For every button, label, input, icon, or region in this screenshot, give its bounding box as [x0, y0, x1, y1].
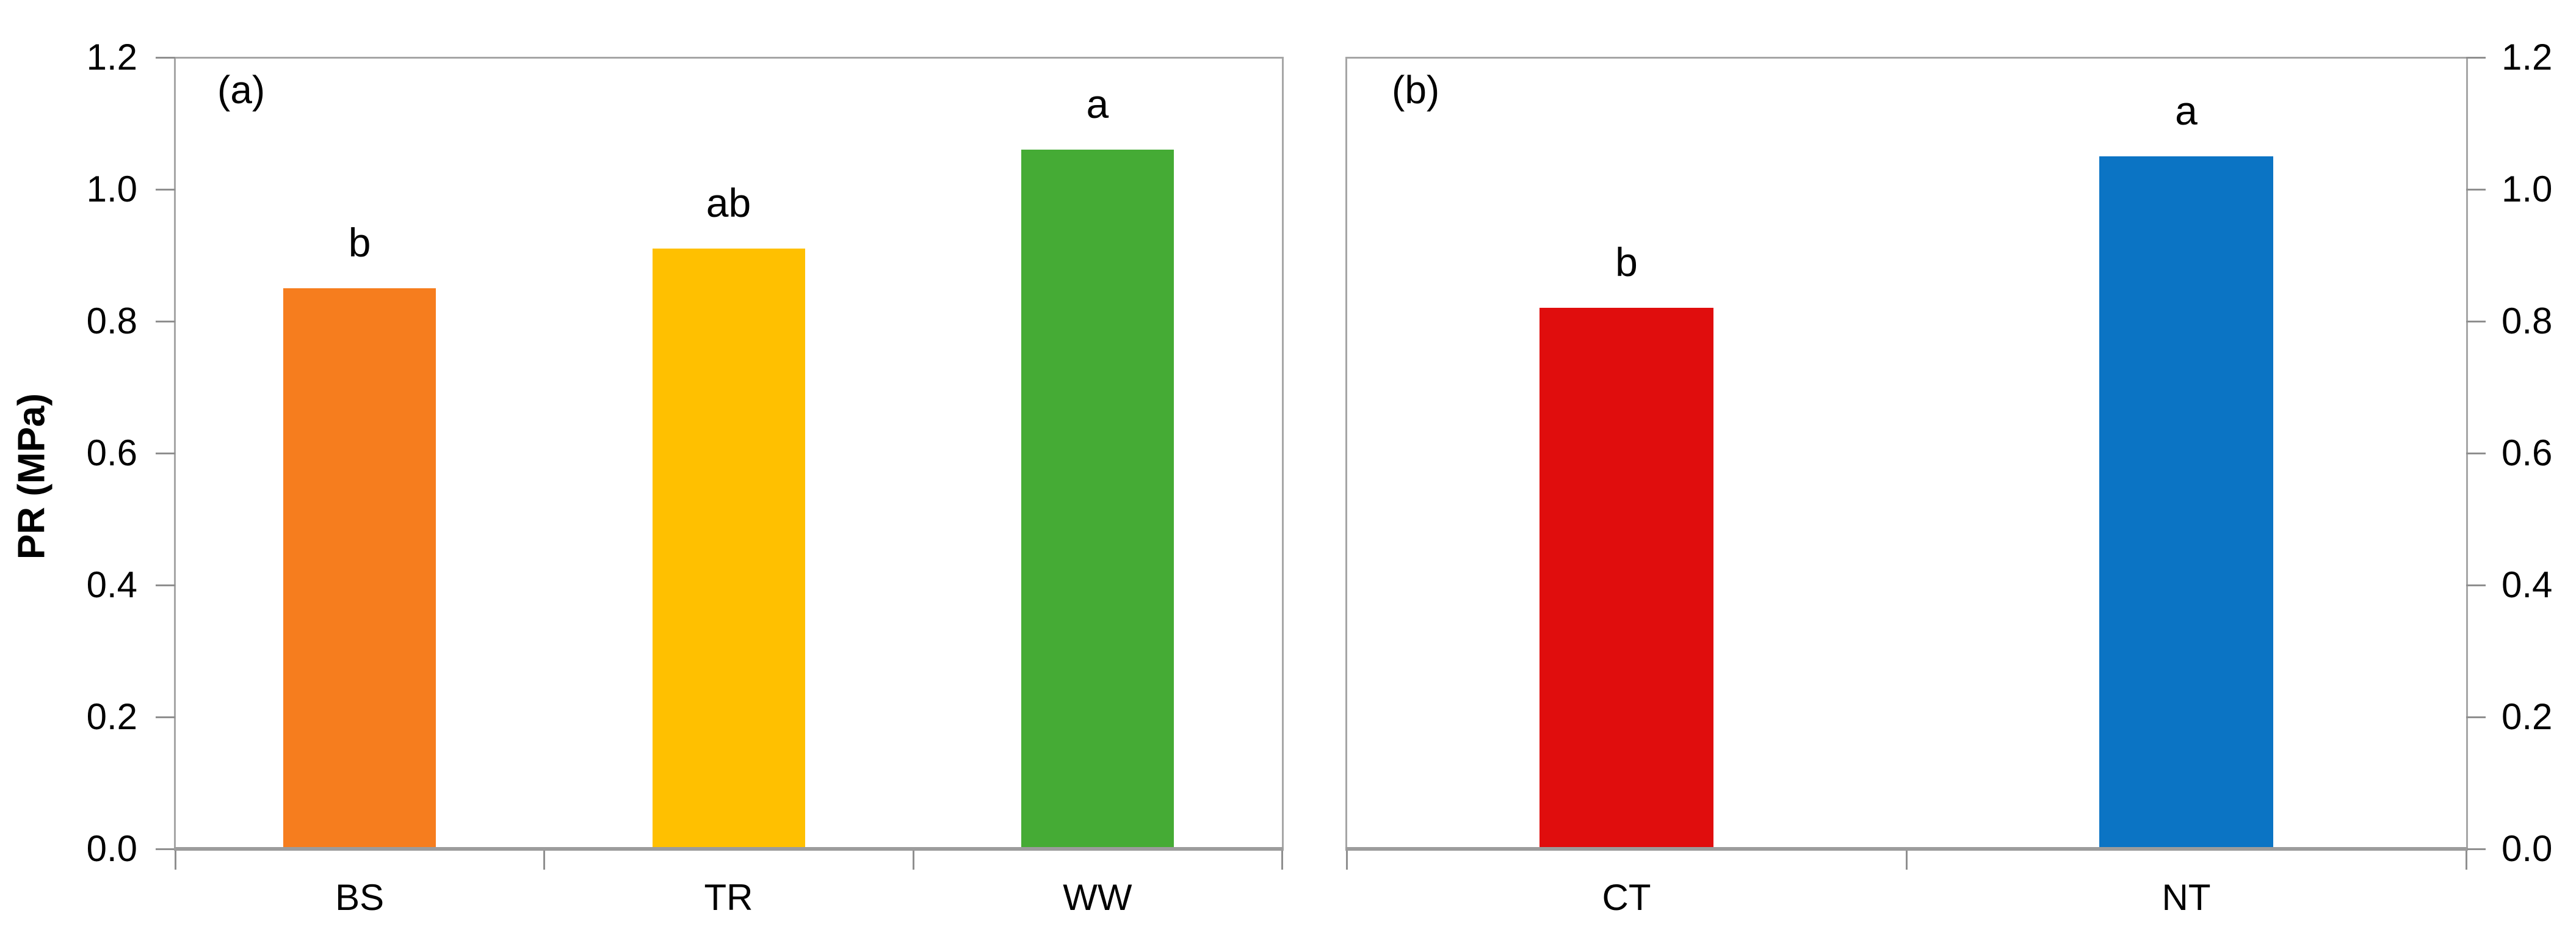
category-label-tr: TR [704, 877, 753, 918]
y-axis-title: PR (MPa) [10, 393, 53, 560]
x-boundary-tick [1346, 849, 1348, 870]
panel-label-b: (b) [1392, 68, 1440, 112]
significance-letter-nt: a [2175, 88, 2198, 133]
y-tick-mark [2466, 321, 2486, 322]
y-tick-label: 1.2 [2502, 37, 2553, 78]
category-label-ww: WW [1063, 877, 1132, 918]
y-tick-label: 0.6 [2502, 432, 2553, 473]
y-tick-mark [2466, 848, 2486, 850]
plot-area-b [1345, 57, 2468, 851]
y-tick-mark [2466, 716, 2486, 718]
y-tick-mark [156, 57, 175, 59]
x-boundary-tick [912, 849, 914, 870]
significance-letter-tr: ab [706, 180, 751, 225]
y-tick-label: 0.2 [86, 696, 137, 737]
x-boundary-tick [2466, 849, 2467, 870]
y-tick-label: 0.4 [2502, 564, 2553, 605]
y-tick-label: 0.8 [86, 300, 137, 341]
category-label-bs: BS [335, 877, 385, 918]
bar-ct [1539, 308, 1713, 849]
y-tick-label: 1.0 [86, 169, 137, 209]
x-axis-baseline [174, 847, 1283, 851]
bar-tr [652, 249, 805, 849]
y-tick-label: 1.0 [2502, 169, 2553, 209]
bar-bs [283, 288, 436, 849]
y-tick-label: 0.4 [86, 564, 137, 605]
x-boundary-tick [1281, 849, 1283, 870]
significance-letter-bs: b [348, 220, 371, 265]
y-tick-mark [2466, 57, 2486, 59]
x-boundary-tick [1906, 849, 1908, 870]
x-boundary-tick [175, 849, 176, 870]
bar-nt [2099, 156, 2273, 849]
bar-ww [1021, 150, 1174, 849]
y-tick-mark [156, 848, 175, 850]
x-boundary-tick [543, 849, 546, 870]
panel-label-a: (a) [217, 68, 266, 112]
y-tick-label: 1.2 [86, 37, 137, 78]
y-tick-mark [2466, 189, 2486, 191]
category-label-nt: NT [2162, 877, 2211, 918]
y-tick-label: 0.0 [2502, 828, 2553, 869]
y-tick-mark [156, 321, 175, 322]
y-tick-mark [156, 189, 175, 191]
y-tick-label: 0.0 [86, 828, 137, 869]
y-tick-mark [156, 584, 175, 586]
y-tick-mark [2466, 453, 2486, 454]
y-tick-label: 0.8 [2502, 300, 2553, 341]
y-tick-label: 0.2 [2502, 696, 2553, 737]
y-tick-label: 0.6 [86, 432, 137, 473]
x-axis-baseline [1345, 847, 2467, 851]
y-tick-mark [2466, 584, 2486, 586]
y-tick-mark [156, 716, 175, 718]
y-tick-mark [156, 453, 175, 454]
significance-letter-ww: a [1086, 81, 1109, 126]
significance-letter-ct: b [1615, 239, 1638, 285]
category-label-ct: CT [1602, 877, 1651, 918]
